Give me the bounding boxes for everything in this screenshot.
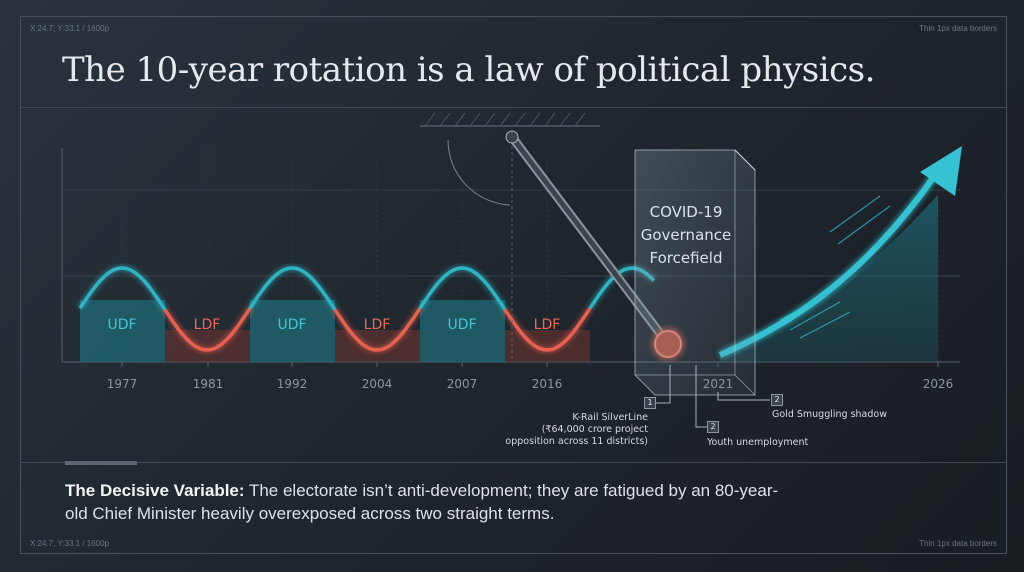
party-label: LDF <box>364 317 391 333</box>
annotation-badge-2: 2 <box>707 421 719 433</box>
segment-udf <box>420 300 505 362</box>
annotation-badge-3: 2 <box>771 394 783 406</box>
decisive-variable-body: The electorate isn’t anti-development; t… <box>65 481 779 523</box>
segment-ldf <box>335 330 420 362</box>
outer-frame <box>20 16 1007 554</box>
coord-readout-top: X:24.7, Y:33.1 / 1600p <box>30 24 110 33</box>
title-divider <box>20 107 1006 108</box>
year-tick-label: 2007 <box>447 377 478 391</box>
border-note-top: Thin 1px data borders <box>919 24 997 33</box>
coord-readout-bottom: X:24.7, Y:33.1 / 1600p <box>30 539 110 548</box>
party-label: LDF <box>534 317 561 333</box>
footer-divider <box>20 462 1006 463</box>
year-tick-label: 1977 <box>107 377 138 391</box>
rotation-wave-udf <box>78 266 167 311</box>
year-tick-label: 1992 <box>277 377 308 391</box>
forcefield-label-1: COVID-19 <box>650 203 723 221</box>
rotation-wave-ldf <box>503 307 592 352</box>
krail-line-3: opposition across 11 districts) <box>505 436 648 447</box>
party-label: UDF <box>107 317 136 333</box>
border-note-bottom: Thin 1px data borders <box>919 539 997 548</box>
segment-udf <box>250 300 335 362</box>
decisive-variable-text: The Decisive Variable: The electorate is… <box>65 479 785 525</box>
party-label: UDF <box>447 317 476 333</box>
party-label: UDF <box>277 317 306 333</box>
segment-ldf <box>165 330 250 362</box>
forcefield-label-2: Governance <box>641 226 732 244</box>
party-label: LDF <box>194 317 221 333</box>
rotation-wave-udf <box>418 266 507 311</box>
rotation-wave-ldf <box>163 307 252 352</box>
year-tick-label: 1981 <box>193 377 224 391</box>
year-tick-label: 2004 <box>362 377 393 391</box>
page-title: The 10-year rotation is a law of politic… <box>62 50 875 90</box>
rotation-wave-ldf <box>333 307 422 352</box>
krail-line-2: (₹64,000 crore project <box>541 424 648 435</box>
rising-trend-arrow <box>718 146 962 362</box>
year-tick-label: 2026 <box>923 377 954 391</box>
annotation-krail: K-Rail SilverLine (₹64,000 crore project… <box>480 412 648 448</box>
decisive-variable-label: The Decisive Variable: <box>65 481 245 500</box>
forcefield-label-3: Forcefield <box>650 249 723 267</box>
segment-udf <box>80 300 165 362</box>
krail-line-1: K-Rail SilverLine <box>572 412 648 423</box>
annotation-gold-smuggling: Gold Smuggling shadow <box>772 409 887 420</box>
covid-forcefield-block: COVID-19 Governance Forcefield <box>634 149 756 396</box>
year-tick-label: 2016 <box>532 377 563 391</box>
annotation-youth-unemployment: Youth unemployment <box>707 437 809 448</box>
segment-ldf <box>505 330 590 362</box>
footer-accent-bar <box>65 461 137 465</box>
rotation-wave-udf <box>248 266 337 311</box>
annotation-badge-1: 1 <box>644 397 656 409</box>
year-tick-label: 2021 <box>703 377 734 391</box>
